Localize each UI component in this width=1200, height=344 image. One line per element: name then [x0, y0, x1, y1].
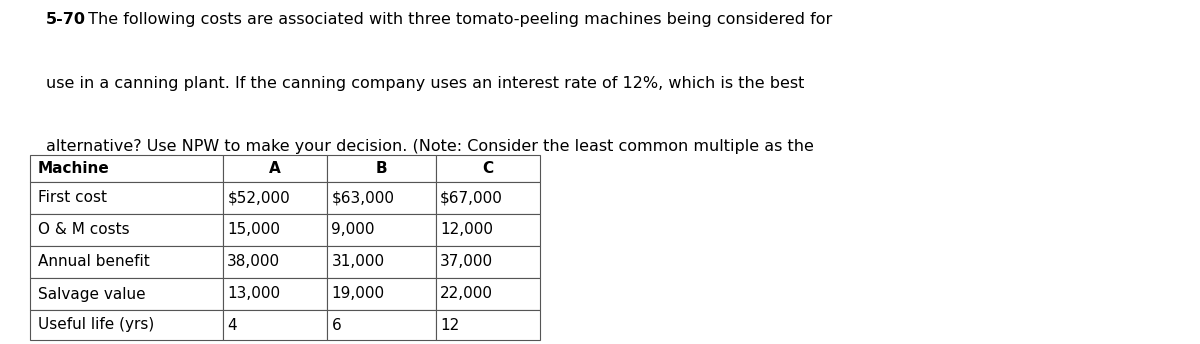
- Text: 5-70: 5-70: [46, 12, 85, 27]
- Text: alternative? Use NPW to make your decision. (Note: Consider the least common mul: alternative? Use NPW to make your decisi…: [46, 139, 814, 154]
- Text: study period.): study period.): [46, 203, 158, 218]
- Text: The following costs are associated with three tomato-peeling machines being cons: The following costs are associated with …: [83, 12, 832, 27]
- Text: use in a canning plant. If the canning company uses an interest rate of 12%, whi: use in a canning plant. If the canning c…: [46, 76, 804, 91]
